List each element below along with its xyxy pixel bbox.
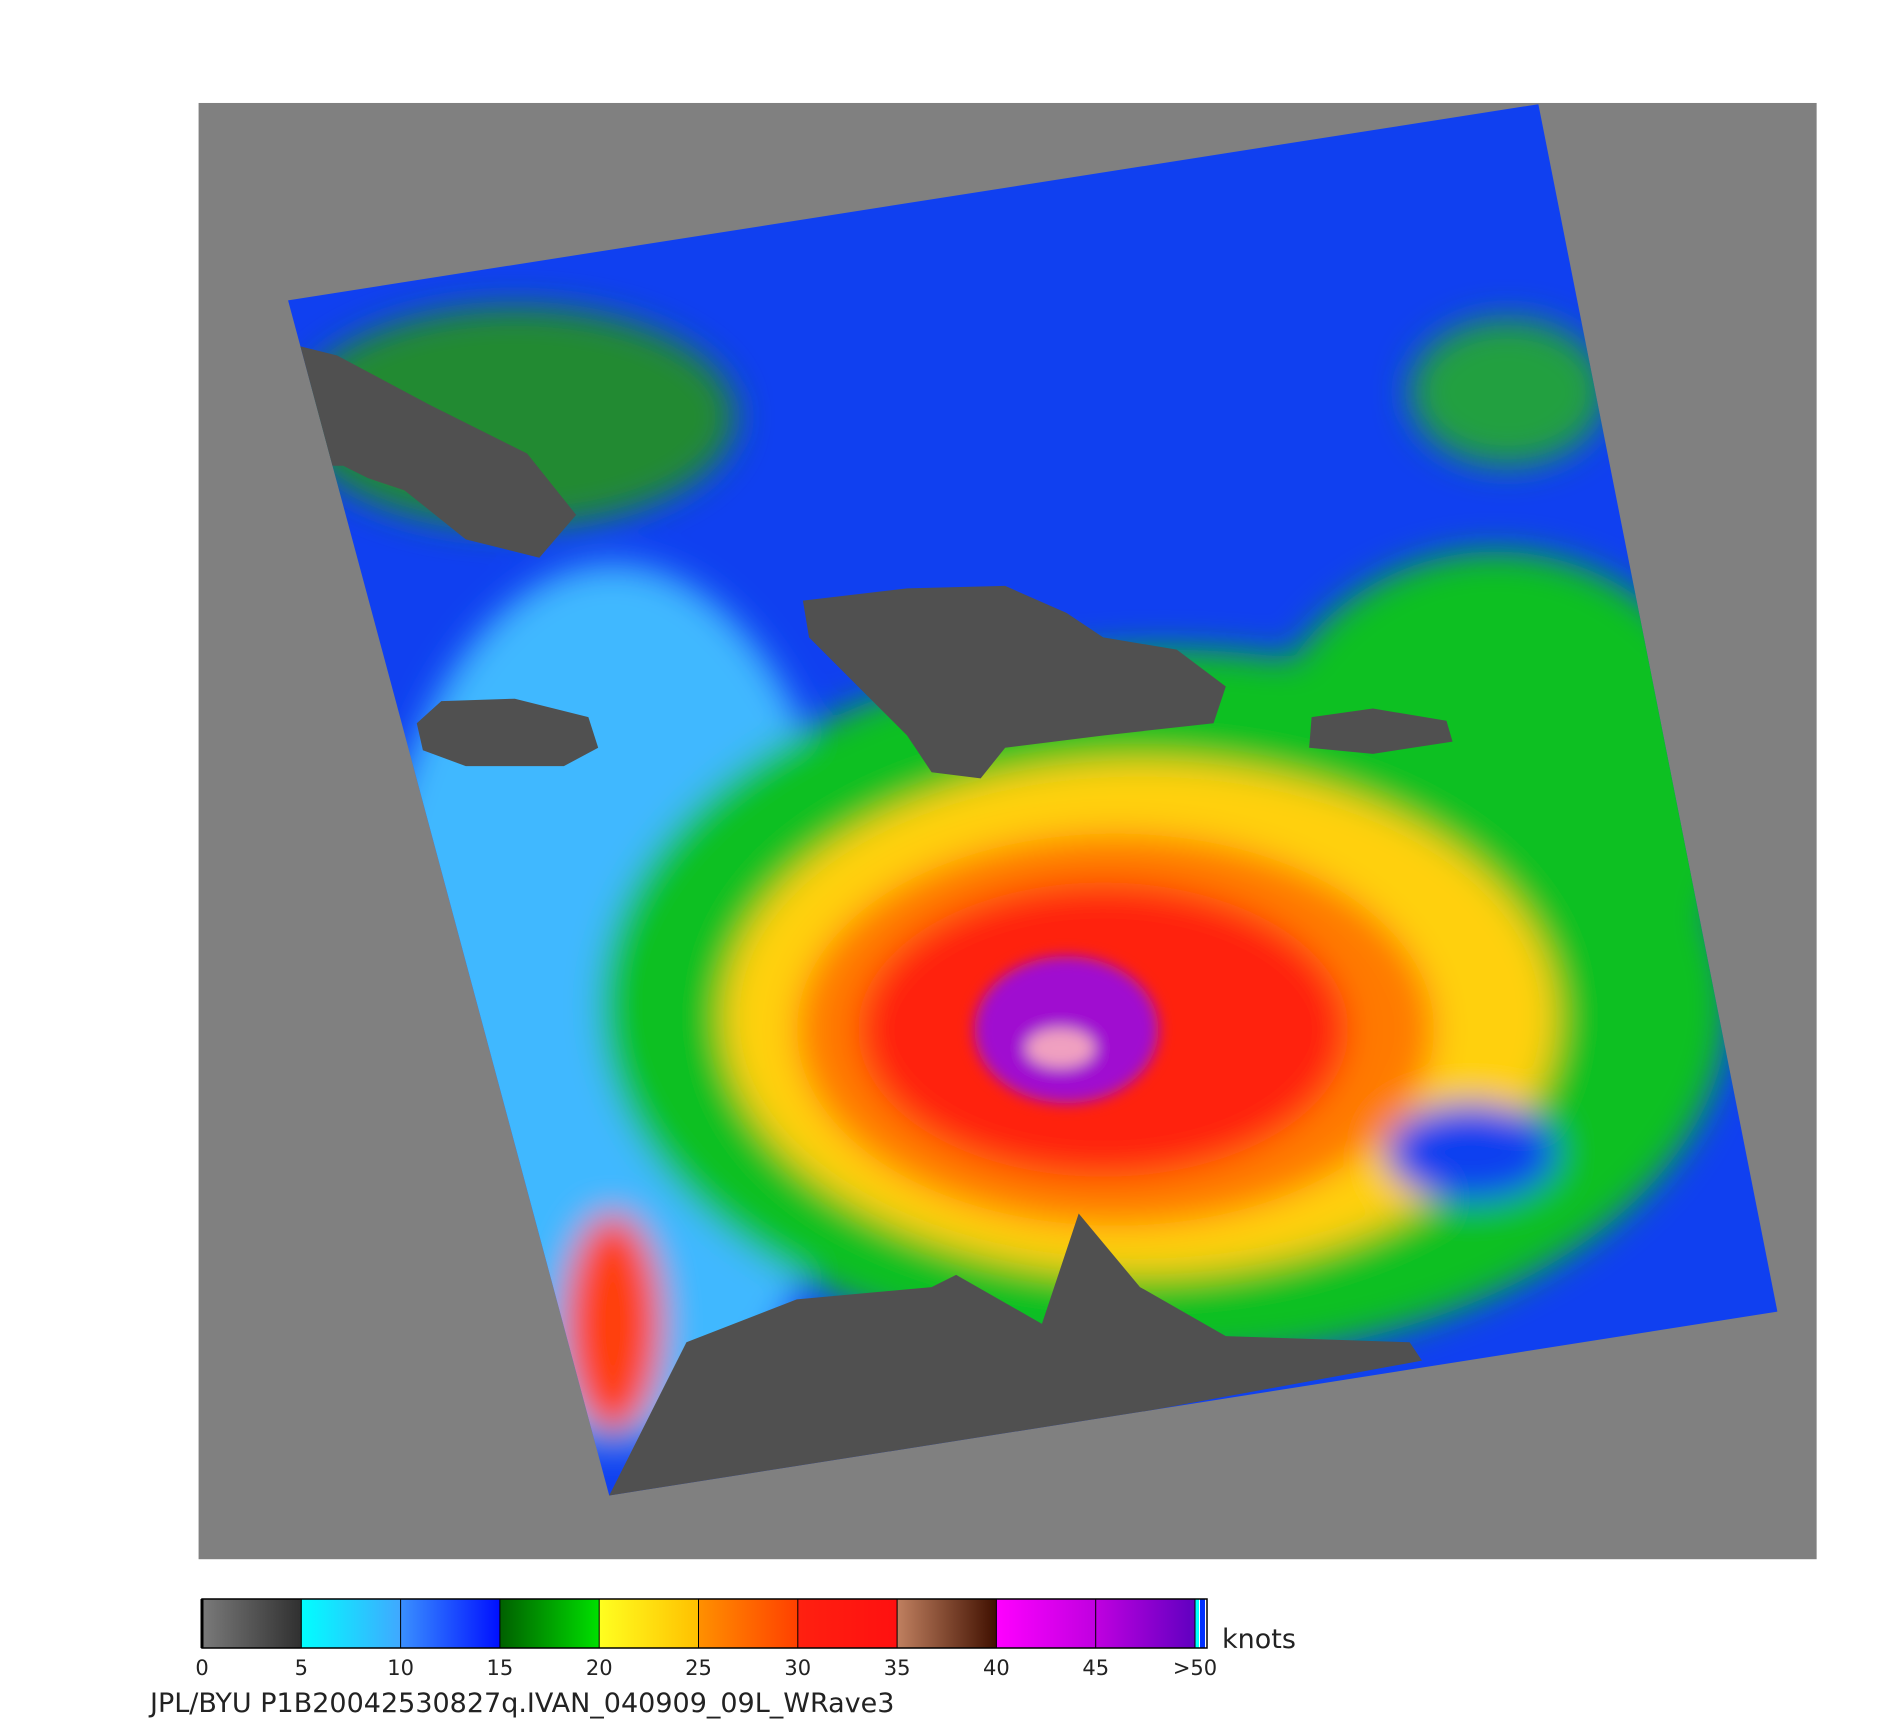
colorbar-tick-label: 20 xyxy=(586,1656,613,1680)
colorbar-tick-label: 25 xyxy=(685,1656,712,1680)
colorbar-tick-label: 15 xyxy=(487,1656,514,1680)
swath xyxy=(288,104,1778,1496)
colorbar-tick-label: 45 xyxy=(1082,1656,1109,1680)
colorbar-segment xyxy=(1095,1599,1195,1648)
colorbar-segment xyxy=(599,1599,699,1648)
colorbar-segment xyxy=(797,1599,898,1648)
colorbar-tick-label: 35 xyxy=(884,1656,911,1680)
colorbar-tick-label: 40 xyxy=(983,1656,1010,1680)
colorbar: 0 5 10 15 20 25 30 35 40 45 >50 xyxy=(195,1598,1217,1680)
colorbar-tick-label: 10 xyxy=(387,1656,414,1680)
land xyxy=(288,343,1453,1496)
colorbar-segment xyxy=(400,1599,500,1648)
colorbar-tick-label: 5 xyxy=(295,1656,308,1680)
colorbar-segment xyxy=(698,1599,798,1648)
wind-map xyxy=(198,102,1817,1560)
colorbar-segment xyxy=(202,1599,302,1648)
caption: JPL/BYU P1B20042530827q.IVAN_040909_09L_… xyxy=(148,1688,894,1719)
colorbar-end xyxy=(1200,1599,1205,1648)
colorbar-segment xyxy=(897,1599,997,1648)
colorbar-tick-label: 30 xyxy=(784,1656,811,1680)
colorbar-end xyxy=(1195,1599,1199,1648)
colorbar-segment xyxy=(301,1599,401,1648)
colorbar-segment xyxy=(499,1599,600,1648)
colorbar-unit: knots xyxy=(1222,1624,1296,1655)
colorbar-tick-label: 0 xyxy=(195,1656,208,1680)
colorbar-tick-label: >50 xyxy=(1173,1656,1217,1680)
colorbar-segment xyxy=(996,1599,1096,1648)
